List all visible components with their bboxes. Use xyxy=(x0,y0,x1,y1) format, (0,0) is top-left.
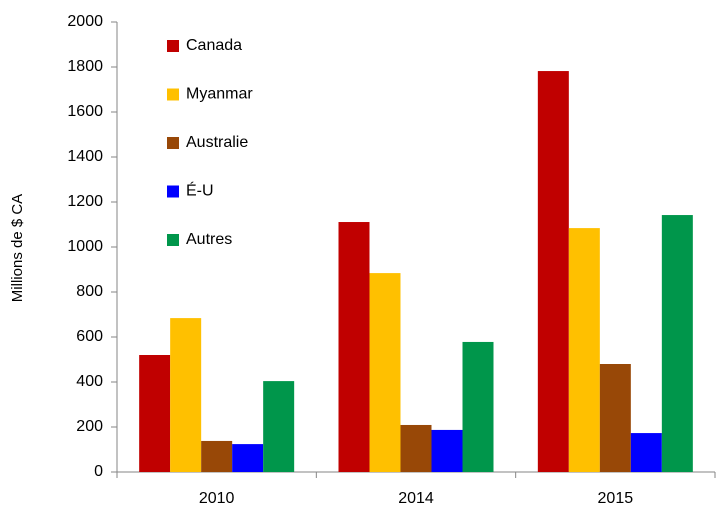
legend-label: Canada xyxy=(186,37,242,54)
legend-swatch xyxy=(167,40,179,52)
bar xyxy=(263,381,295,472)
y-tick-label: 1400 xyxy=(67,148,103,165)
bar xyxy=(537,71,569,473)
y-tick-label: 0 xyxy=(94,463,103,480)
bar xyxy=(170,318,202,472)
legend-label: Australie xyxy=(186,134,248,151)
bar xyxy=(599,364,631,472)
y-tick-label: 600 xyxy=(76,328,103,345)
bar xyxy=(369,273,401,472)
legend-label: Myanmar xyxy=(186,86,253,103)
x-tick-label: 2015 xyxy=(598,490,634,507)
bar xyxy=(462,341,494,472)
y-axis-label: Millions de $ CA xyxy=(9,194,26,302)
y-tick-label: 400 xyxy=(76,373,103,390)
y-tick-label: 2000 xyxy=(67,13,103,30)
y-tick-label: 1600 xyxy=(67,103,103,120)
legend-label: É-U xyxy=(186,181,214,200)
bar xyxy=(661,215,693,473)
y-tick-label: 1200 xyxy=(67,193,103,210)
bar xyxy=(568,228,600,472)
y-tick-label: 200 xyxy=(76,418,103,435)
y-tick-label: 1800 xyxy=(67,58,103,75)
bar xyxy=(630,433,662,472)
legend-swatch xyxy=(167,185,179,198)
x-tick-label: 2010 xyxy=(199,490,235,507)
bar xyxy=(139,355,171,472)
bar xyxy=(232,444,264,472)
bar xyxy=(338,222,370,472)
legend-label: Autres xyxy=(186,231,232,248)
bar xyxy=(201,440,233,472)
y-tick-label: 1000 xyxy=(67,238,103,255)
legend-swatch xyxy=(167,234,179,246)
y-tick-label: 800 xyxy=(76,283,103,300)
x-tick-label: 2014 xyxy=(398,490,434,507)
legend-swatch xyxy=(167,137,179,149)
legend-swatch xyxy=(167,88,179,101)
bar xyxy=(400,424,432,472)
bar xyxy=(431,429,463,472)
